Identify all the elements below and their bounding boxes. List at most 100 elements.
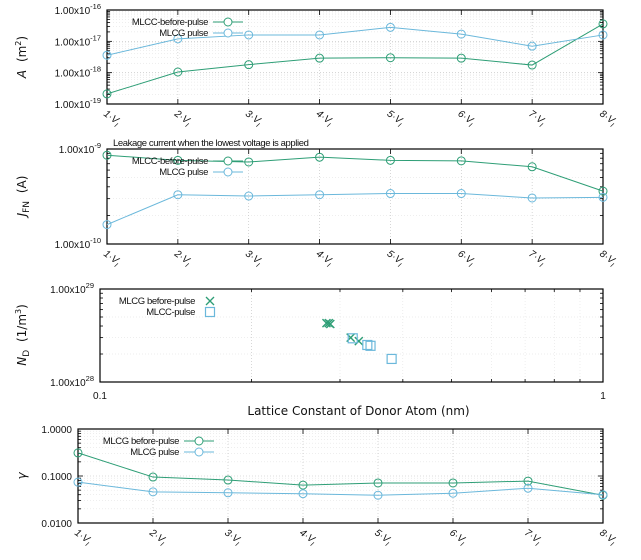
x-tick-label: 2·VI xyxy=(170,248,193,269)
plot-frame xyxy=(106,9,604,105)
x-tick-subscript: I xyxy=(113,262,119,269)
y-tick-base: 1.00x10 xyxy=(55,100,91,111)
y-tick-label: 1.00x10-18 xyxy=(55,65,101,80)
data-point xyxy=(148,472,158,482)
x-tick-subscript: I xyxy=(396,122,402,129)
x-tick-subscript: I xyxy=(113,122,119,129)
legend-label-text: MLCC-before-pulse xyxy=(132,156,208,167)
data-point-square-marker xyxy=(386,353,397,365)
data-point xyxy=(385,22,395,32)
x-tick-subscript: I xyxy=(255,122,261,129)
data-point xyxy=(523,476,533,486)
y-tick-label: 1.00x1029 xyxy=(50,281,94,296)
legend-label: MLCG pulse xyxy=(130,447,179,458)
y-tick-label: 1.00x1028 xyxy=(50,374,94,389)
y-tick-exponent: -18 xyxy=(90,65,101,74)
x-tick-label: 7·VI xyxy=(525,108,547,129)
marker-stroke xyxy=(354,336,364,346)
data-point xyxy=(173,34,183,44)
data-point xyxy=(148,487,158,497)
legend-marker xyxy=(223,17,233,27)
x-tick-subscript: I xyxy=(255,262,261,269)
y-tick-label: 1.00x10-10 xyxy=(55,236,101,251)
x-tick-label: 6·VI xyxy=(454,108,476,129)
x-tick-subscript: I xyxy=(84,541,90,548)
legend-label: MLCC-pulse xyxy=(146,307,195,318)
series-mlcg-pulse xyxy=(102,189,608,230)
x-tick-subscript: I xyxy=(309,541,315,548)
x-tick-label: 8·VI xyxy=(596,248,618,269)
x-tick-subscript: I xyxy=(184,122,190,129)
legend-marker xyxy=(194,447,204,457)
y-tick-label: 0.0100 xyxy=(41,519,72,530)
data-point xyxy=(598,30,608,40)
y-tick-label: 1.0000 xyxy=(41,425,72,436)
data-point-x-marker xyxy=(354,336,364,346)
plot-frame xyxy=(77,428,604,524)
data-point xyxy=(456,189,466,199)
y-axis-symbol: J xyxy=(15,212,29,218)
x-tick-subscript: I xyxy=(609,262,615,269)
x-tick-subscript: I xyxy=(538,122,544,129)
data-point xyxy=(315,190,325,200)
data-point-square-marker xyxy=(362,339,373,351)
data-point-x-marker xyxy=(325,319,335,329)
x-tick-subscript: I xyxy=(184,262,190,269)
data-point xyxy=(102,150,112,160)
data-point xyxy=(385,189,395,199)
y-tick-label: 1.00x10-19 xyxy=(55,96,101,111)
series-line xyxy=(106,26,604,56)
x-tick-label: 5·VI xyxy=(384,108,406,129)
x-axis-label: Lattice Constant of Donor Atom (nm) xyxy=(247,404,469,418)
x-tick-label: 6·VI xyxy=(446,527,468,548)
data-point xyxy=(527,41,537,51)
y-axis-label: A (m2) xyxy=(14,36,29,79)
x-tick-label: 2·VI xyxy=(170,108,193,129)
data-point xyxy=(102,220,112,230)
y-tick-label: 1.00x10-16 xyxy=(55,2,101,17)
y-tick-exponent: -17 xyxy=(90,33,101,42)
legend-marker xyxy=(194,436,204,446)
x-tick-subscript: I xyxy=(396,262,402,269)
series-mlcg-pulse xyxy=(102,22,608,60)
y-tick-base: 1.00x10 xyxy=(55,37,91,48)
data-point xyxy=(244,30,254,40)
y-tick-label: 1.00x10-17 xyxy=(55,33,101,48)
data-point xyxy=(298,489,308,499)
marker-stroke xyxy=(321,318,331,328)
x-tick-subscript: I xyxy=(325,262,331,269)
x-tick-label: 6·VI xyxy=(454,248,476,269)
x-axis-label-text: Lattice Constant of Donor Atom (nm) xyxy=(247,404,469,418)
chart-annotation: Leakage current when the lowest voltage … xyxy=(113,138,309,149)
x-tick-subscript: I xyxy=(234,541,240,548)
data-point xyxy=(598,490,608,500)
y-tick-label: 0.1000 xyxy=(41,472,72,483)
data-point xyxy=(598,192,608,202)
y-tick-exponent: -9 xyxy=(94,141,101,150)
x-tick-label: 1·VI xyxy=(100,108,122,129)
data-point xyxy=(527,162,537,172)
chart-panel-2: 1.00x10-101.00x10-91·VI2·VI3·VI4·VI5·VI6… xyxy=(15,138,618,269)
legend-label: MLCG before-pulse xyxy=(119,296,195,307)
y-tick-text: 0.1000 xyxy=(41,472,72,483)
data-point xyxy=(527,60,537,70)
x-tick-subscript: I xyxy=(459,541,465,548)
legend-label-text: MLCG before-pulse xyxy=(119,296,195,307)
data-point xyxy=(448,478,458,488)
data-point xyxy=(523,483,533,493)
y-tick-exponent: -19 xyxy=(90,96,101,105)
plot-frame xyxy=(106,148,604,245)
data-point xyxy=(527,193,537,203)
legend-label: MLCC-before-pulse xyxy=(132,17,208,28)
x-tick-label: 1·VI xyxy=(71,527,93,548)
x-tick-subscript: I xyxy=(467,262,473,269)
x-tick-label: 5·VI xyxy=(384,248,406,269)
x-tick-label: 3·VI xyxy=(242,248,264,269)
legend-marker xyxy=(223,156,233,166)
data-point xyxy=(598,19,608,29)
data-point xyxy=(244,60,254,70)
data-point xyxy=(223,475,233,485)
series-mlcc-before-pulse xyxy=(102,19,608,99)
